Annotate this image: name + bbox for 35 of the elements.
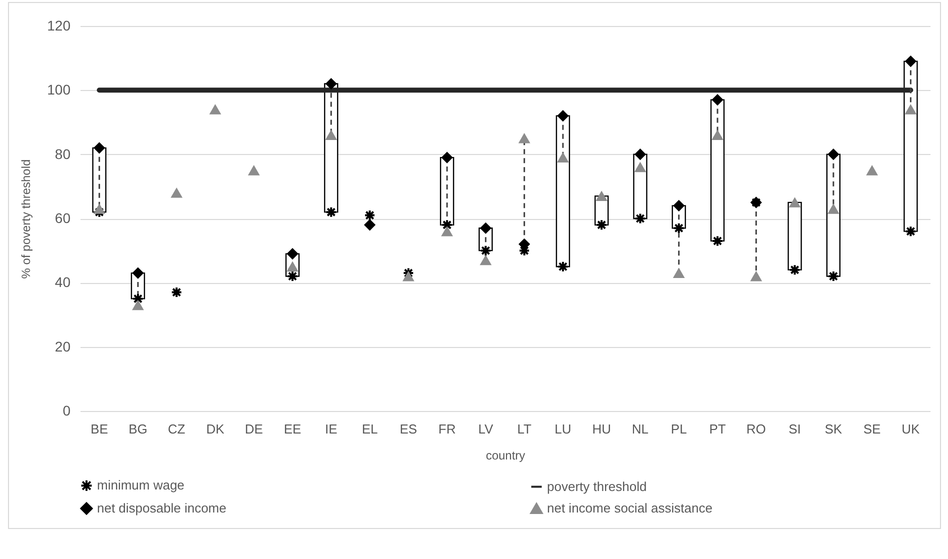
legend-label: net disposable income [97, 500, 226, 516]
legend-label: net income social assistance [547, 500, 712, 516]
x-tick-label: SE [863, 422, 882, 436]
x-axis-title: country [486, 448, 526, 462]
x-tick-label: LT [517, 422, 532, 436]
x-tick-label: IE [324, 422, 338, 436]
x-tick-label: NL [632, 422, 649, 436]
x-tick-label: HU [592, 422, 611, 436]
x-tick-label: LU [554, 422, 572, 436]
x-tick-label: BE [90, 422, 108, 436]
x-tick-label: PT [709, 422, 726, 436]
y-tick-label: 120 [47, 18, 71, 34]
x-tick-label: BG [128, 422, 148, 436]
y-tick-label: 20 [54, 338, 71, 354]
y-tick-label: 100 [47, 82, 71, 98]
x-tick-label: LV [478, 422, 494, 436]
y-axis-title: % of poverty threshold [19, 159, 34, 279]
x-tick-label: EL [362, 422, 378, 436]
legend-label: poverty threshold [547, 478, 647, 494]
x-tick-label: DE [244, 422, 264, 436]
y-tick-label: 0 [62, 402, 71, 418]
x-tick-label: CZ [168, 422, 186, 436]
x-tick-label: DK [206, 422, 225, 436]
x-tick-label: SK [824, 422, 842, 436]
legend-label: minimum wage [97, 478, 184, 493]
y-tick-label: 80 [54, 146, 71, 162]
x-tick-label: EE [284, 422, 302, 436]
x-tick-label: SI [788, 422, 801, 436]
x-tick-label: UK [902, 422, 920, 436]
x-tick-label: PL [670, 422, 687, 436]
y-tick-label: 40 [54, 274, 71, 290]
y-tick-label: 60 [54, 210, 71, 226]
x-tick-label: FR [438, 422, 456, 436]
x-tick-label: ES [400, 422, 418, 436]
x-tick-label: RO [746, 422, 766, 436]
